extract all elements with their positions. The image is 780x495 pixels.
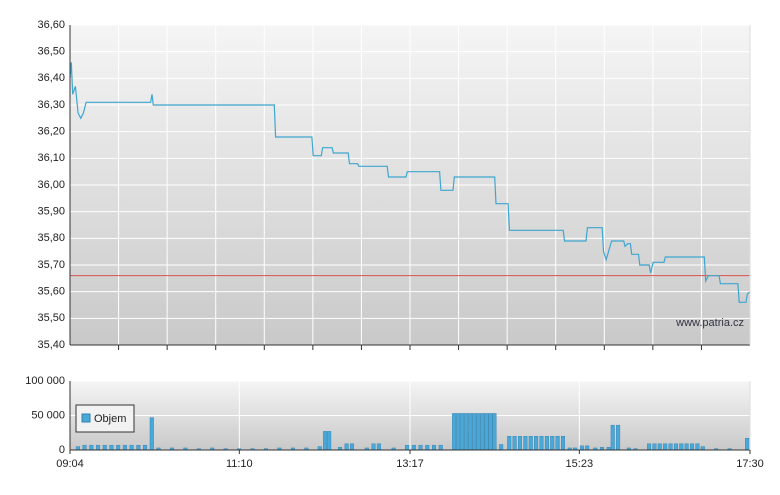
x-tick-label: 09:04	[56, 458, 84, 470]
volume-bar	[492, 413, 497, 451]
volume-bar	[438, 444, 443, 451]
volume-bar	[555, 436, 560, 451]
volume-bar	[317, 446, 322, 451]
volume-bar	[673, 443, 678, 451]
y-tick-label: 35,40	[37, 339, 65, 351]
y-tick-label: 0	[59, 444, 65, 456]
volume-bar	[452, 413, 457, 451]
volume-bar	[472, 413, 477, 451]
y-tick-label: 35,80	[37, 232, 65, 244]
volume-bar	[695, 443, 700, 451]
volume-bar	[468, 413, 473, 451]
y-tick-label: 36,40	[37, 72, 65, 84]
volume-bar	[610, 424, 615, 451]
y-tick-label: 36,30	[37, 99, 65, 111]
volume-bar	[534, 436, 539, 451]
volume-bar	[122, 444, 127, 451]
volume-bar	[323, 431, 328, 451]
volume-bar	[464, 413, 469, 451]
volume-bar	[149, 417, 154, 451]
volume-bar	[405, 444, 410, 451]
legend-swatch	[81, 413, 91, 423]
y-tick-label: 35,90	[37, 206, 65, 218]
volume-bar	[116, 444, 121, 451]
volume-bar	[512, 436, 517, 451]
volume-bar	[668, 443, 673, 451]
volume-bar	[136, 444, 141, 451]
volume-bar	[460, 413, 465, 451]
x-tick-label: 13:17	[396, 458, 424, 470]
y-tick-label: 35,70	[37, 259, 65, 271]
volume-bar	[350, 443, 355, 451]
volume-bar	[411, 444, 416, 451]
volume-bar	[690, 443, 695, 451]
y-tick-label: 36,10	[37, 152, 65, 164]
legend-label: Objem	[94, 413, 126, 425]
y-tick-label: 35,50	[37, 312, 65, 324]
y-tick-label: 50 000	[31, 409, 65, 421]
volume-bar	[657, 443, 662, 451]
volume-bar	[561, 436, 566, 451]
volume-bar	[616, 424, 621, 451]
volume-bar	[431, 444, 436, 451]
x-tick-label: 11:10	[226, 458, 253, 470]
y-tick-label: 35,60	[37, 286, 65, 298]
volume-bar	[89, 444, 94, 451]
volume-bar	[425, 444, 430, 451]
volume-bar	[327, 431, 332, 451]
y-tick-label: 36,60	[37, 19, 65, 31]
volume-bar	[488, 413, 493, 451]
y-tick-label: 100 000	[25, 375, 65, 387]
watermark: www.patria.cz	[675, 317, 744, 329]
y-tick-label: 36,50	[37, 46, 65, 58]
volume-bar	[550, 436, 555, 451]
volume-bar	[96, 444, 101, 451]
y-tick-label: 36,20	[37, 126, 65, 138]
y-tick-label: 36,00	[37, 179, 65, 191]
volume-bar	[376, 443, 381, 451]
volume-bar	[129, 444, 134, 451]
volume-bar	[700, 446, 705, 451]
volume-bar	[585, 445, 590, 451]
volume-bar	[544, 436, 549, 451]
volume-bar	[344, 443, 349, 451]
volume-bar	[371, 443, 376, 451]
volume-bar	[652, 443, 657, 451]
volume-bar	[75, 446, 80, 451]
volume-bar	[539, 436, 544, 451]
volume-bar	[143, 444, 148, 451]
x-tick-label: 17:30	[736, 458, 764, 470]
volume-bar	[456, 413, 461, 451]
volume-bar	[82, 444, 87, 451]
volume-bar	[499, 444, 504, 451]
volume-bar	[684, 443, 689, 451]
volume-bar	[647, 443, 652, 451]
volume-bar	[579, 445, 584, 451]
volume-bar	[679, 443, 684, 451]
volume-bar	[528, 436, 533, 451]
volume-bar	[517, 436, 522, 451]
volume-bar	[480, 413, 485, 451]
volume-bar	[476, 413, 481, 451]
x-tick-label: 15:23	[566, 458, 594, 470]
volume-bar	[663, 443, 668, 451]
volume-bar	[507, 436, 512, 451]
volume-bar	[745, 438, 750, 451]
volume-bar	[523, 436, 528, 451]
volume-bar	[484, 413, 489, 451]
volume-bar	[418, 444, 423, 451]
price-line	[69, 62, 751, 303]
volume-bar	[109, 444, 114, 451]
volume-bar	[102, 444, 107, 451]
